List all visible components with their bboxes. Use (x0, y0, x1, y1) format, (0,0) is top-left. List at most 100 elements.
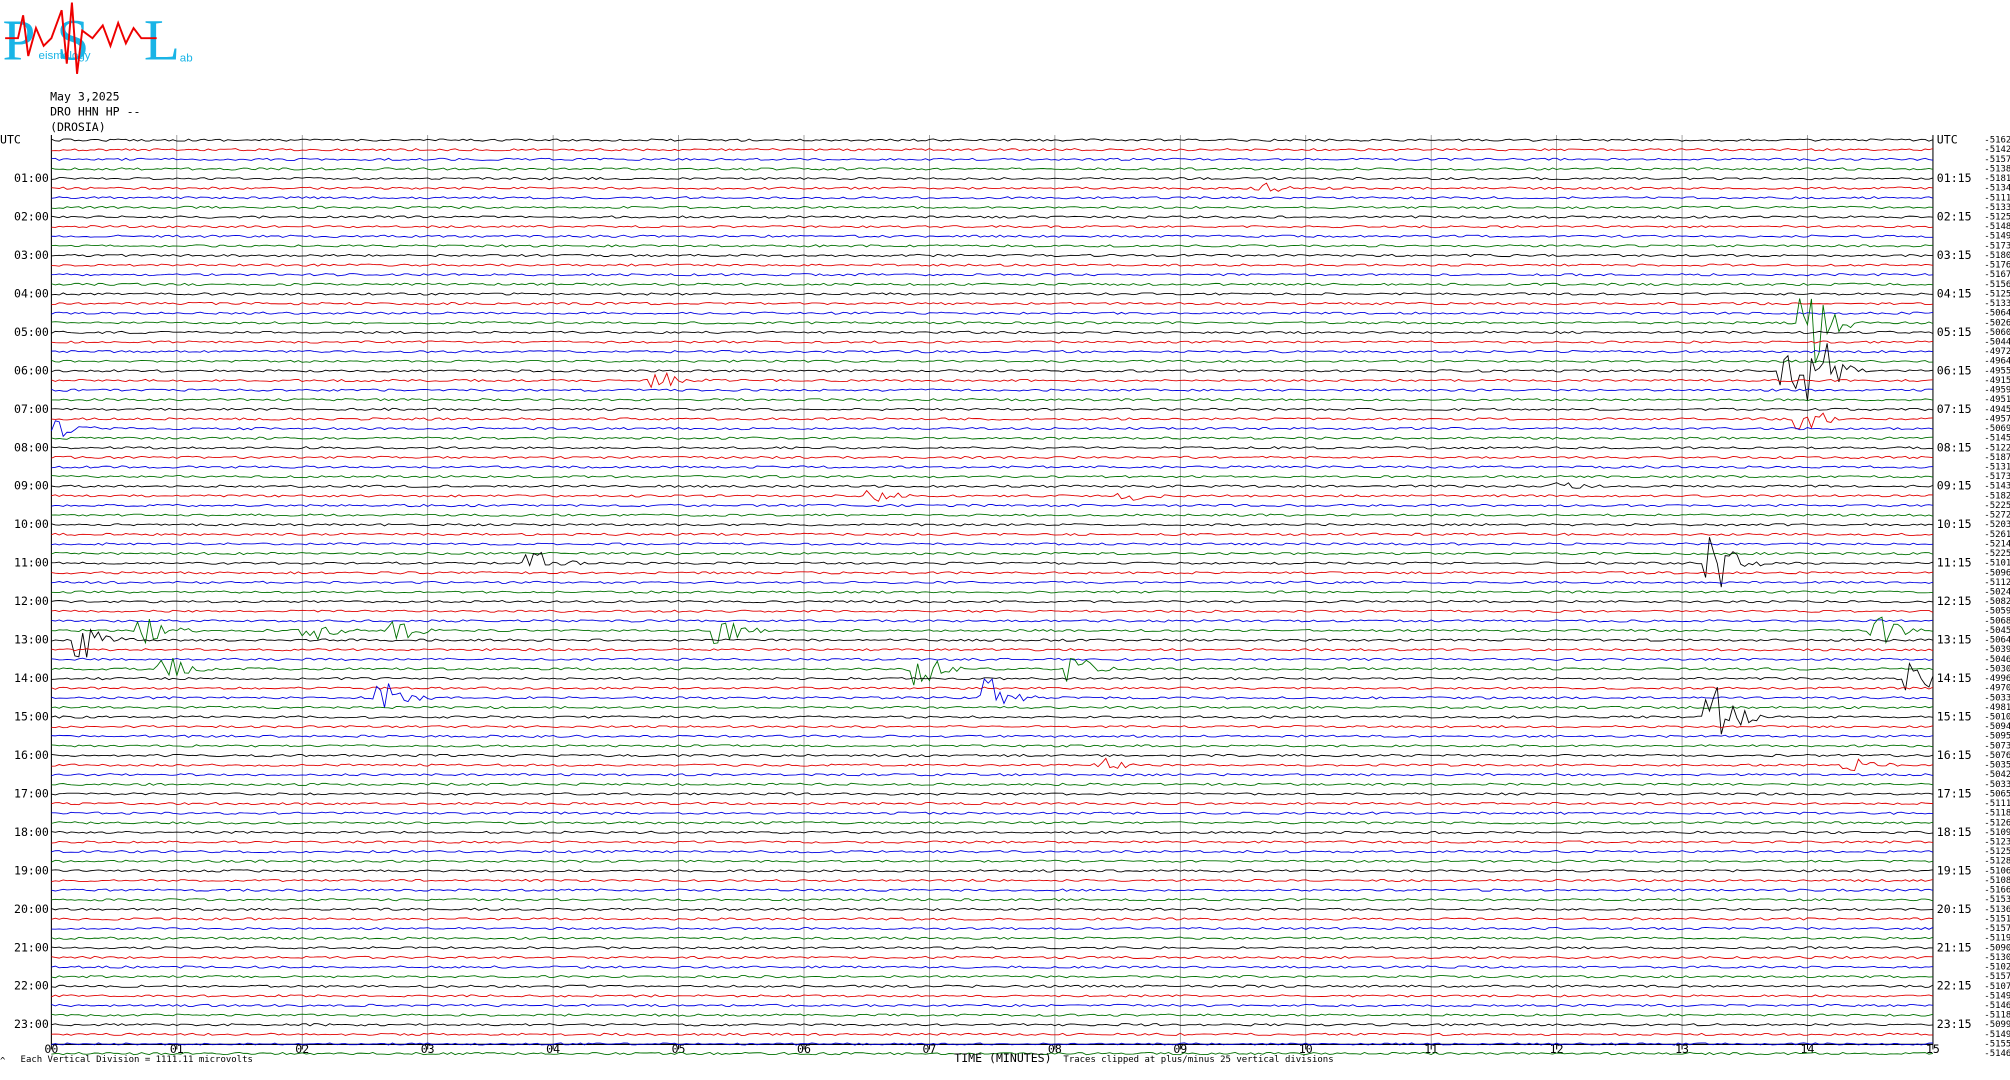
trace-offset: -5225 (1984, 549, 2010, 559)
x-tick-label: 15 (1926, 1042, 1940, 1056)
trace (51, 182, 1933, 192)
trace-offset: -5101 (1984, 559, 2010, 569)
trace (51, 148, 1934, 152)
trace (51, 273, 1933, 277)
trace-offset: -5076 (1984, 751, 2010, 761)
trace-offset: -5010 (1984, 713, 2010, 723)
left-time-label: 11:00 (14, 556, 49, 570)
trace (51, 1042, 1933, 1046)
right-time-label: 21:15 (1937, 940, 1972, 954)
trace-offset: -5099 (1984, 1020, 2010, 1030)
x-tick-label: 03 (421, 1042, 435, 1056)
trace (51, 965, 1933, 969)
trace-offset: -5146 (1984, 1001, 2010, 1011)
trace (51, 657, 1934, 661)
trace-offset: -5153 (1984, 895, 2010, 905)
scale-note: Each Vertical Division = 1111.11 microvo… (21, 1055, 253, 1065)
left-time-label: 12:00 (14, 594, 49, 608)
logo-wave (5, 2, 157, 74)
trace (51, 330, 1934, 335)
x-tick-label: 06 (797, 1042, 811, 1056)
trace (51, 349, 1933, 354)
trace-offset: -5136 (1984, 905, 2010, 915)
trace-offset: -4951 (1984, 395, 2010, 405)
trace (51, 551, 1934, 556)
trace (51, 600, 1934, 604)
trace-offset: -5157 (1984, 972, 2010, 982)
trace (51, 1051, 1934, 1056)
trace (51, 757, 1934, 772)
trace (51, 138, 1934, 142)
trace-offset: -5149 (1984, 232, 2010, 242)
trace (51, 994, 1934, 998)
header-station: DRO HHN HP -- (50, 105, 140, 119)
trace (51, 359, 1933, 363)
trace-offset: -5142 (1984, 145, 2010, 155)
trace (51, 678, 1933, 708)
trace (51, 616, 1934, 645)
trace-offset: -5039 (1984, 645, 2010, 655)
trace-offset: -5045 (1984, 626, 2010, 636)
logo: P eismology S L ab (3, 2, 193, 74)
trace-offset: -4996 (1984, 674, 2010, 684)
logo-word: ab (180, 53, 193, 65)
trace (51, 263, 1934, 267)
left-time-label: 06:00 (14, 363, 49, 377)
trace-offset: -5112 (1984, 578, 2010, 588)
trace (51, 753, 1934, 758)
trace (51, 849, 1934, 854)
trace-offset: -5126 (1984, 818, 2010, 828)
trace-offset: -5133 (1984, 299, 2010, 309)
trace (51, 503, 1934, 508)
header-site: (DROSIA) (50, 120, 106, 134)
trace (51, 1013, 1934, 1017)
trace (51, 475, 1934, 479)
trace (51, 984, 1934, 988)
trace (51, 234, 1933, 238)
right-time-label: 04:15 (1937, 286, 1972, 300)
trace-offset: -5125 (1984, 289, 2010, 299)
trace-offset: -5180 (1984, 251, 2010, 261)
right-time-label: 19:15 (1937, 863, 1972, 877)
trace-offset: -5064 (1984, 309, 2010, 319)
left-time-label: 17:00 (14, 786, 49, 800)
trace (51, 167, 1934, 171)
trace-offset: -5157 (1984, 155, 2010, 165)
trace-offset: -5064 (1984, 636, 2010, 646)
trace-offset: -4955 (1984, 366, 2010, 376)
trace-offset: -5130 (1984, 953, 2010, 963)
right-time-label: 08:15 (1937, 440, 1972, 454)
trace (51, 465, 1933, 469)
trace (51, 343, 1934, 401)
logo-word: eismology (39, 50, 91, 62)
x-tick-label: 00 (44, 1042, 58, 1056)
trace (51, 489, 1933, 502)
trace (51, 686, 1934, 735)
trace (51, 407, 1934, 411)
right-time-label: 11:15 (1937, 556, 1972, 570)
trace-offset: -5046 (1984, 655, 2010, 665)
trace (51, 657, 1934, 686)
trace-offset: -5214 (1984, 539, 2010, 549)
trace-offset: -5118 (1984, 1011, 2010, 1021)
trace (51, 773, 1934, 777)
left-time-label: 05:00 (14, 325, 49, 339)
trace (51, 537, 1934, 588)
trace-offset: -5151 (1984, 914, 2010, 924)
trace-offset: -5102 (1984, 963, 2010, 973)
trace (51, 705, 1934, 709)
trace (51, 446, 1933, 450)
trace (51, 955, 1933, 959)
footer-mark: ^ (0, 1056, 6, 1066)
trace-offset: -5176 (1984, 261, 2010, 271)
trace (51, 292, 1933, 296)
trace-offset: -5059 (1984, 607, 2010, 617)
trace (51, 253, 1933, 258)
trace (51, 619, 1934, 623)
trace (51, 205, 1933, 209)
trace-offset: -5024 (1984, 588, 2010, 598)
trace (51, 513, 1934, 517)
trace-offset: -4957 (1984, 414, 2010, 424)
trace-offset: -5133 (1984, 203, 2010, 213)
